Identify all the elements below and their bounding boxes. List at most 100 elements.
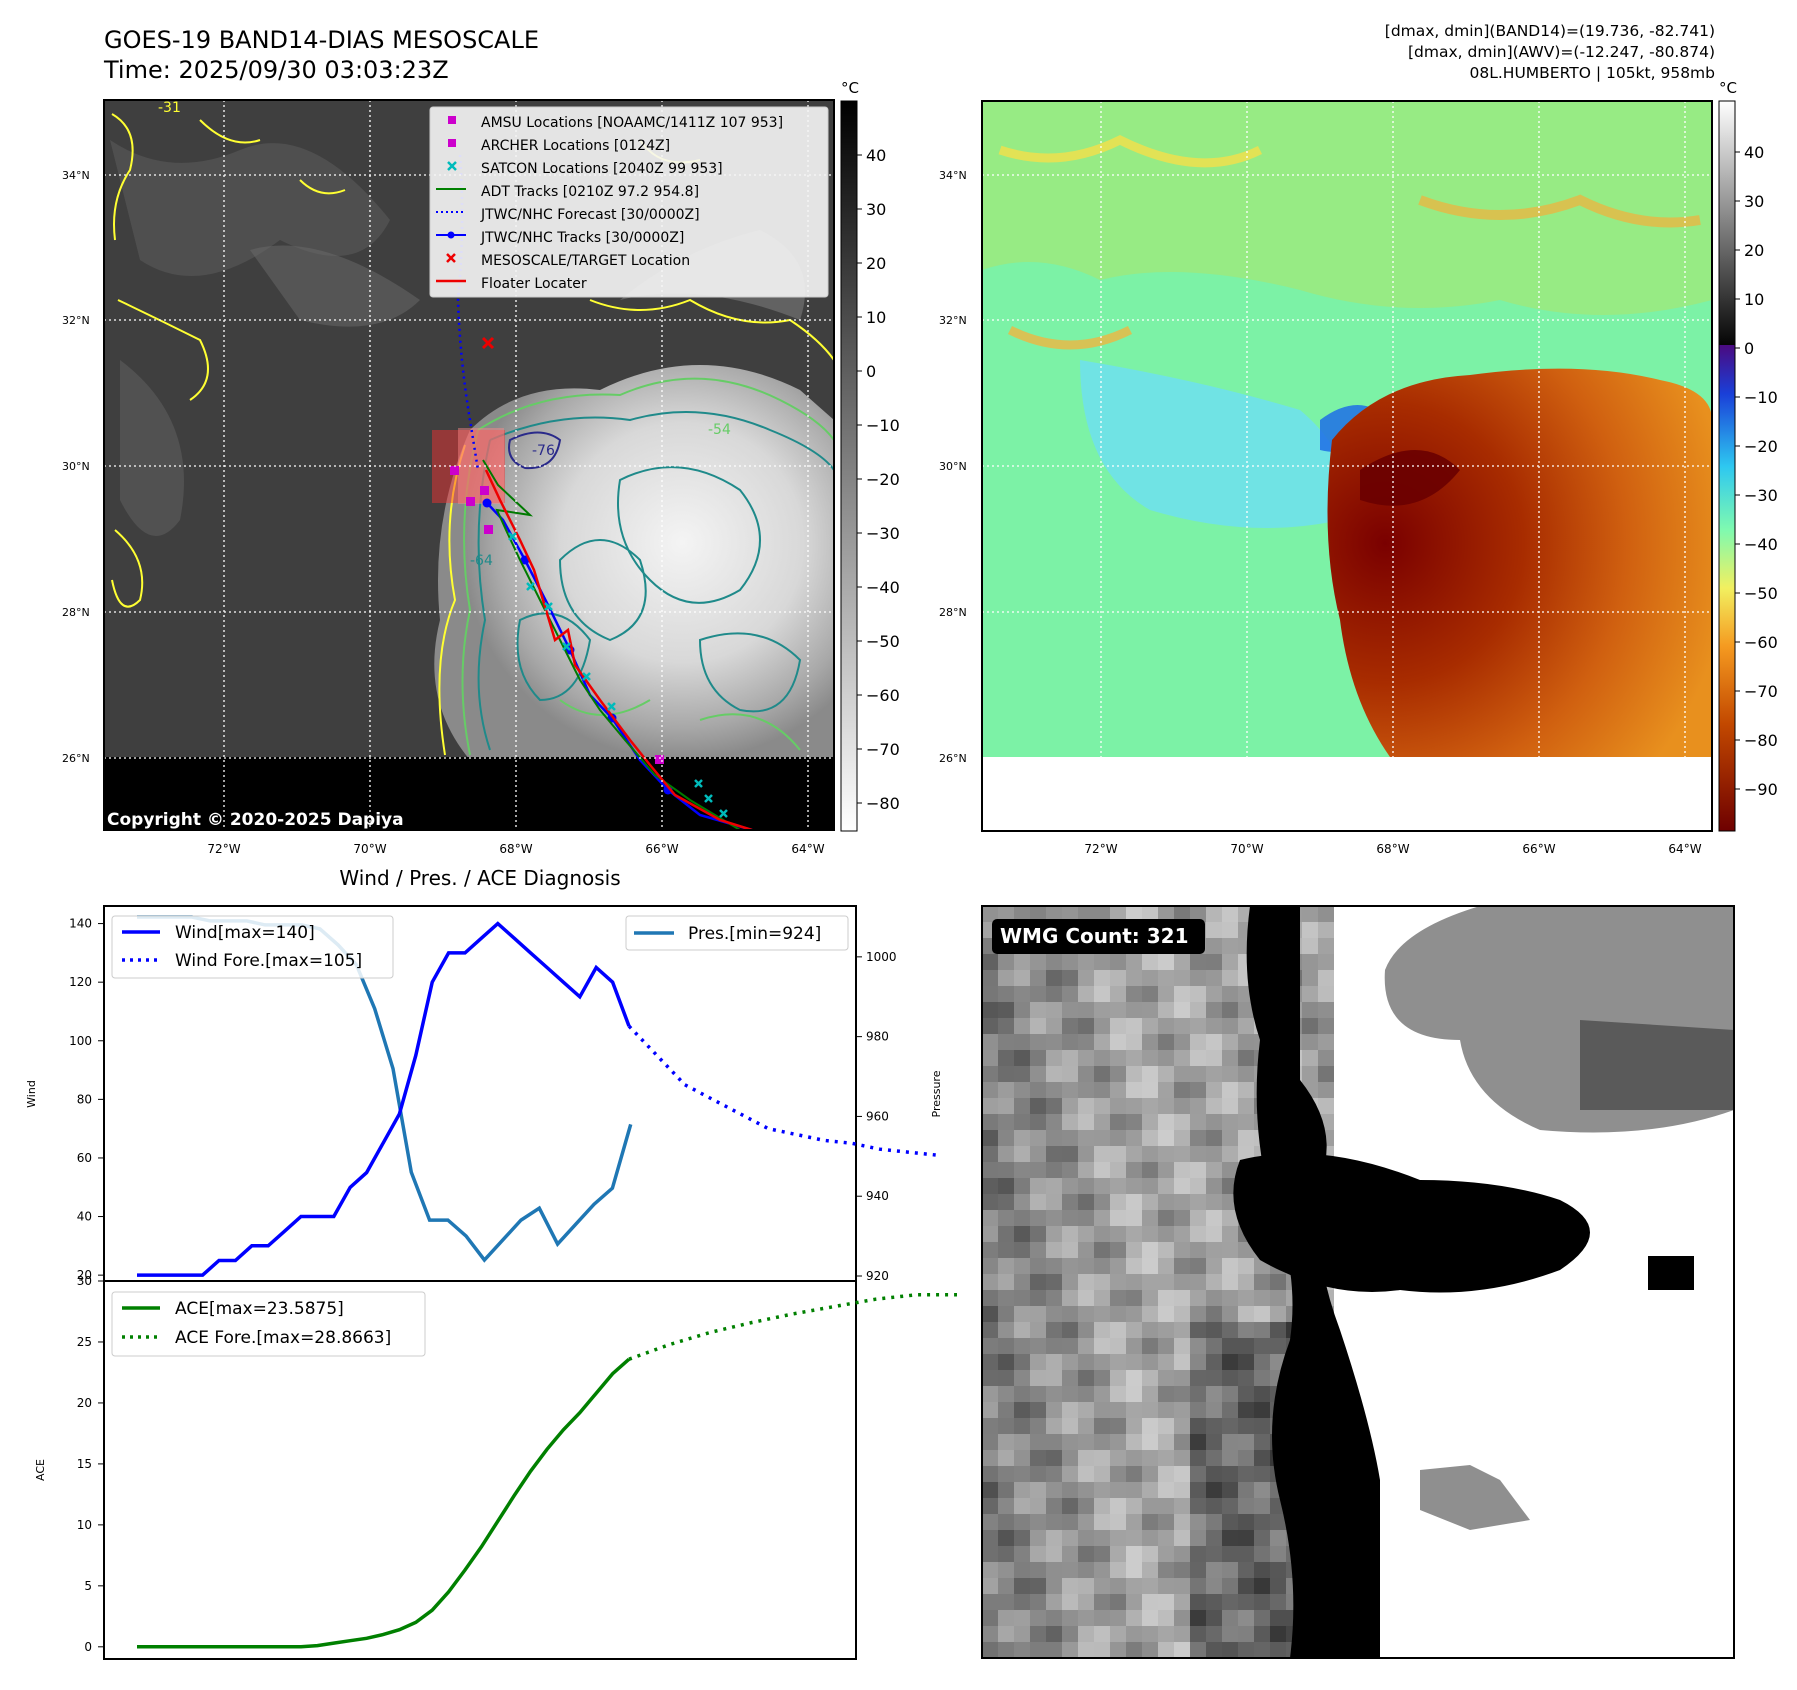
wmg-cell <box>1126 1578 1142 1594</box>
wmg-cell <box>1190 1546 1206 1562</box>
awv-map <box>982 101 1712 831</box>
wmg-cell <box>1254 1498 1270 1514</box>
wmg-cell <box>1174 1530 1190 1546</box>
legend-target-marker <box>446 253 456 263</box>
wmg-cell <box>1206 1098 1222 1114</box>
wmg-cell <box>1094 1306 1110 1322</box>
wmg-cell <box>1094 1434 1110 1450</box>
wmg-cell <box>998 1242 1014 1258</box>
wmg-cell <box>1014 1418 1030 1434</box>
awv-colorbar-unit: °C <box>1719 79 1737 97</box>
wmg-cell <box>982 1450 998 1466</box>
wmg-cell <box>1206 1562 1222 1578</box>
wmg-cell <box>1222 1242 1238 1258</box>
wmg-cell <box>1174 1338 1190 1354</box>
wmg-cell <box>1206 1018 1222 1034</box>
wmg-cell <box>1014 1018 1030 1034</box>
wmg-cell <box>1046 1018 1062 1034</box>
wmg-cell <box>1014 1066 1030 1082</box>
wmg-cell <box>1062 1322 1078 1338</box>
wmg-panel: WMG Count: 321 <box>981 905 1735 1659</box>
wmg-cell <box>1062 1354 1078 1370</box>
wmg-cell <box>1142 1546 1158 1562</box>
wmg-cell <box>1094 1146 1110 1162</box>
wmg-cell <box>1062 1498 1078 1514</box>
wmg-cell <box>1158 1146 1174 1162</box>
wmg-cell <box>1030 906 1046 922</box>
wmg-cell <box>998 1178 1014 1194</box>
wind-ytick-label: 40 <box>77 1210 92 1224</box>
colorbar-tick-label: −50 <box>1744 584 1778 603</box>
wmg-black-band <box>1233 1153 1590 1293</box>
wmg-cell <box>1014 954 1030 970</box>
svg-text:72°W: 72°W <box>1084 842 1117 856</box>
wmg-cell <box>1030 1450 1046 1466</box>
wmg-cell <box>1206 1482 1222 1498</box>
wmg-cell <box>1014 1226 1030 1242</box>
wmg-cell <box>1094 906 1110 922</box>
wmg-cell <box>1110 1130 1126 1146</box>
wmg-cell <box>1078 1610 1094 1626</box>
wmg-cell <box>1030 954 1046 970</box>
wmg-cell <box>1206 1498 1222 1514</box>
wmg-cell <box>1030 1562 1046 1578</box>
wmg-cell <box>1238 1482 1254 1498</box>
wmg-cell <box>1046 1594 1062 1610</box>
wmg-count: WMG Count: 321 <box>1000 924 1189 948</box>
wmg-cell <box>1062 1002 1078 1018</box>
wmg-cell <box>1254 1306 1270 1322</box>
legend-box <box>429 106 829 298</box>
wmg-cell <box>1126 1482 1142 1498</box>
wmg-cell <box>1190 1306 1206 1322</box>
wmg-cell <box>1142 1386 1158 1402</box>
wmg-cell <box>1078 1258 1094 1274</box>
wmg-cell <box>1142 1642 1158 1658</box>
wmg-cell <box>1014 1082 1030 1098</box>
wmg-cell <box>1190 1082 1206 1098</box>
wmg-cell <box>982 1610 998 1626</box>
wmg-cell <box>1094 1418 1110 1434</box>
wmg-cell <box>1222 1066 1238 1082</box>
wmg-cell <box>1142 1098 1158 1114</box>
floater-locater-track <box>484 469 753 830</box>
wmg-cell <box>1126 1274 1142 1290</box>
wmg-cell <box>1030 1050 1046 1066</box>
wmg-cell <box>1238 1082 1254 1098</box>
wmg-cell <box>1030 1594 1046 1610</box>
wmg-cell <box>1078 1434 1094 1450</box>
wmg-cell <box>1190 1002 1206 1018</box>
wmg-cell <box>1158 1402 1174 1418</box>
wmg-cell <box>1062 1370 1078 1386</box>
pressure-legend-label: Pres.[min=924] <box>688 924 821 944</box>
wmg-cell <box>1318 1034 1334 1050</box>
wmg-cell <box>1254 1482 1270 1498</box>
wmg-cell <box>1142 1194 1158 1210</box>
wmg-cell <box>1174 1130 1190 1146</box>
colorbar-tick-label: 10 <box>866 308 886 327</box>
wmg-cell <box>1094 1242 1110 1258</box>
wmg-cell <box>982 1050 998 1066</box>
legend-adt-label: ADT Tracks [0210Z 97.2 954.8] <box>481 184 699 200</box>
wmg-cell <box>1110 1082 1126 1098</box>
wmg-cell <box>1110 1354 1126 1370</box>
wmg-cell <box>1062 1242 1078 1258</box>
wmg-cell <box>1302 938 1318 954</box>
wmg-cell <box>1222 1466 1238 1482</box>
wmg-cell <box>982 1210 998 1226</box>
wmg-cell <box>998 1146 1014 1162</box>
wmg-cell <box>1014 970 1030 986</box>
wmg-cell <box>1046 1562 1062 1578</box>
wmg-cell <box>1142 1258 1158 1274</box>
wmg-cell <box>1142 1434 1158 1450</box>
wmg-cell <box>1222 1258 1238 1274</box>
wmg-cell <box>1206 970 1222 986</box>
wmg-cell <box>1302 906 1318 922</box>
storm-info: 08L.HUMBERTO | 105kt, 958mb <box>1469 64 1716 82</box>
svg-text:26°N: 26°N <box>939 752 967 765</box>
wmg-cell <box>1174 1370 1190 1386</box>
wmg-cell <box>1078 970 1094 986</box>
wmg-cell <box>1158 954 1174 970</box>
wmg-cell <box>1238 1530 1254 1546</box>
wmg-cell <box>1190 1050 1206 1066</box>
wmg-cell <box>1126 986 1142 1002</box>
